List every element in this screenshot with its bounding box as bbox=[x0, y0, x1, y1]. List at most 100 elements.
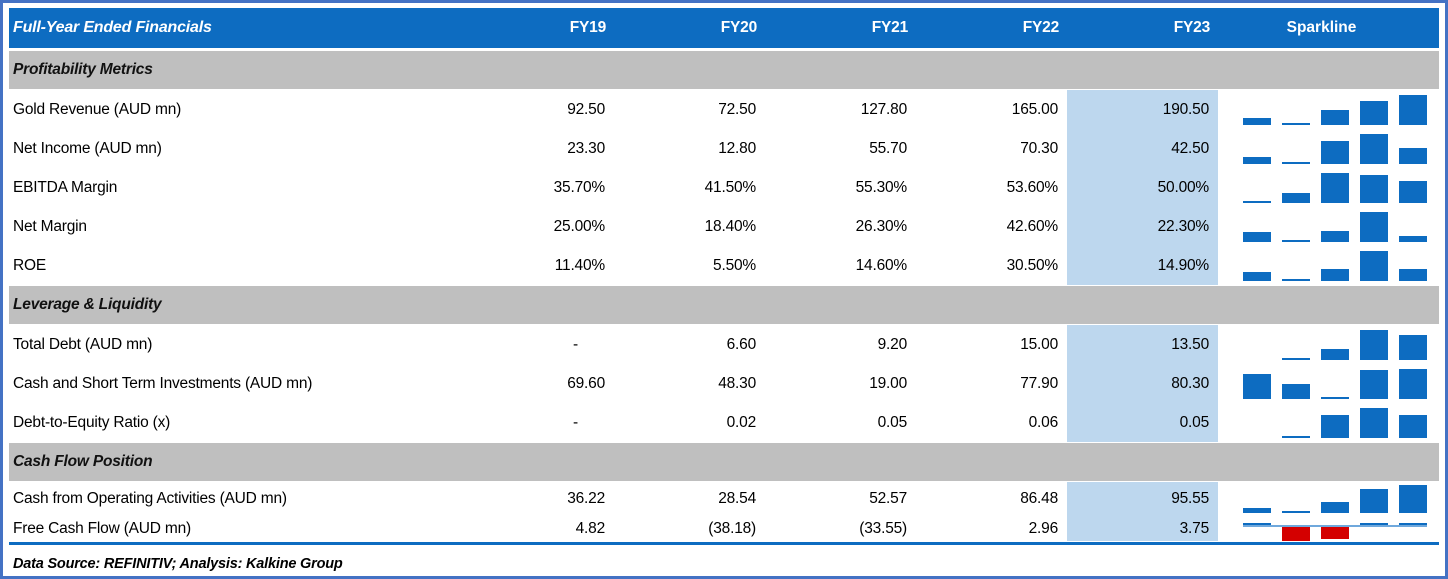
sparkline-bar bbox=[1321, 501, 1349, 513]
value-cell: 86.48 bbox=[1020, 490, 1058, 507]
sparkline-bar bbox=[1399, 415, 1427, 438]
row-label: Cash and Short Term Investments (AUD mn) bbox=[13, 374, 313, 392]
sparkline-slot bbox=[1399, 516, 1427, 541]
value-cell: 80.30 bbox=[1067, 364, 1218, 403]
sparkline-bar bbox=[1399, 268, 1427, 281]
value-cell: 41.50% bbox=[704, 178, 757, 196]
sparkline-bar bbox=[1321, 173, 1349, 203]
sparkline-bar bbox=[1282, 527, 1310, 541]
sparkline-slot bbox=[1282, 90, 1310, 129]
sparkline-slot bbox=[1399, 403, 1427, 442]
value-cell: 190.50 bbox=[1067, 90, 1218, 129]
sparkline-slot bbox=[1360, 364, 1388, 403]
sparkline-bar bbox=[1243, 272, 1271, 281]
sparkline-bar bbox=[1360, 101, 1388, 125]
value-cell: 35.70% bbox=[553, 178, 606, 196]
value-cell: 11.40% bbox=[554, 256, 605, 274]
value-cell: 165.00 bbox=[1011, 100, 1058, 118]
table-row: Cash from Operating Activities (AUD mn) 3… bbox=[9, 482, 1439, 516]
value-cell: 30.50% bbox=[1006, 256, 1059, 274]
row-label: Cash from Operating Activities (AUD mn) bbox=[13, 490, 287, 507]
sparkline-slot bbox=[1360, 246, 1388, 285]
table-row: EBITDA Margin 35.70% 41.50% 55.30% 53.60% 50.… bbox=[9, 168, 1439, 207]
value-cell: 92.50 bbox=[567, 100, 605, 118]
column-header-fy21: FY21 bbox=[871, 19, 908, 36]
sparkline-bar bbox=[1399, 369, 1427, 399]
data-source-note: Data Source: REFINITIV; Analysis: Kalkin… bbox=[13, 556, 343, 572]
value-cell: 95.55 bbox=[1067, 482, 1218, 516]
sparkline-slot bbox=[1282, 129, 1310, 168]
sparkline-cell bbox=[1218, 207, 1439, 246]
sparkline-bar bbox=[1360, 330, 1388, 360]
sparkline-bar bbox=[1321, 268, 1349, 281]
table-footer-row: Data Source: REFINITIV; Analysis: Kalkin… bbox=[9, 545, 1439, 576]
value-cell: 0.02 bbox=[726, 413, 757, 431]
sparkline-slot bbox=[1360, 129, 1388, 168]
row-label: Gold Revenue (AUD mn) bbox=[13, 100, 182, 118]
sparkline-bar bbox=[1321, 415, 1349, 438]
value-cell: 36.22 bbox=[567, 490, 605, 507]
sparkline-bar bbox=[1243, 232, 1271, 242]
sparkline-bar bbox=[1282, 436, 1310, 438]
column-header-fy23: FY23 bbox=[1173, 19, 1210, 36]
value-cell: 69.60 bbox=[567, 374, 605, 392]
sparkline-bar bbox=[1321, 109, 1349, 125]
sparkline-bar bbox=[1399, 485, 1427, 513]
sparkline-slot bbox=[1321, 168, 1349, 207]
sparkline-bar bbox=[1282, 511, 1310, 513]
sparkline-slot bbox=[1321, 90, 1349, 129]
sparkline-bar bbox=[1282, 240, 1310, 242]
sparkline-slot bbox=[1321, 207, 1349, 246]
sparkline-slot bbox=[1321, 325, 1349, 364]
sparkline-slot bbox=[1360, 403, 1388, 442]
sparkline-slot bbox=[1282, 246, 1310, 285]
sparkline-cell bbox=[1218, 90, 1439, 129]
sparkline-bar bbox=[1360, 134, 1388, 164]
sparkline-bar bbox=[1243, 201, 1271, 203]
value-cell: 0.05 bbox=[877, 413, 908, 431]
value-cell: 48.30 bbox=[718, 374, 756, 392]
sparkline-slot bbox=[1399, 207, 1427, 246]
row-label: Total Debt (AUD mn) bbox=[13, 335, 153, 353]
sparkline-slot bbox=[1321, 403, 1349, 442]
row-label: Net Income (AUD mn) bbox=[13, 139, 162, 157]
value-cell: 28.54 bbox=[718, 490, 756, 507]
column-header-fy20: FY20 bbox=[720, 19, 757, 36]
sparkline-bar bbox=[1321, 527, 1349, 540]
value-cell: 12.80 bbox=[718, 139, 756, 157]
sparkline-bar bbox=[1360, 212, 1388, 242]
column-header-fy19: FY19 bbox=[569, 19, 606, 36]
financials-table: Full-Year Ended Financials FY19 FY20 FY2… bbox=[9, 8, 1439, 576]
sparkline-bar bbox=[1243, 118, 1271, 125]
value-cell: 53.60% bbox=[1006, 178, 1059, 196]
sparkline-bar bbox=[1321, 141, 1349, 164]
column-header-fy22: FY22 bbox=[1022, 19, 1059, 36]
sparkline-slot bbox=[1321, 516, 1349, 541]
row-label: Debt-to-Equity Ratio (x) bbox=[13, 413, 171, 431]
value-cell: 2.96 bbox=[1028, 519, 1059, 537]
sparkline-bar bbox=[1321, 397, 1349, 399]
table-header-row: Full-Year Ended Financials FY19 FY20 FY2… bbox=[9, 8, 1439, 48]
sparkline-slot bbox=[1282, 516, 1310, 541]
value-cell: - bbox=[573, 413, 578, 431]
sparkline-bar bbox=[1360, 488, 1388, 513]
sparkline-cell bbox=[1218, 403, 1439, 442]
table-row: Free Cash Flow (AUD mn) 4.82 (38.18) (33.55… bbox=[9, 516, 1439, 541]
sparkline-slot bbox=[1399, 364, 1427, 403]
sparkline-slot bbox=[1243, 482, 1271, 516]
table-bottom-rule bbox=[9, 542, 1439, 545]
sparkline-bar bbox=[1360, 370, 1388, 399]
section-header-row: Leverage & Liquidity bbox=[9, 286, 1439, 324]
sparkline-bar bbox=[1243, 373, 1271, 399]
sparkline-slot bbox=[1243, 325, 1271, 364]
sparkline-bar bbox=[1360, 175, 1388, 203]
value-cell: 3.75 bbox=[1067, 516, 1218, 541]
sparkline-bar bbox=[1243, 508, 1271, 513]
sparkline-cell bbox=[1218, 482, 1439, 516]
sparkline-slot bbox=[1282, 403, 1310, 442]
sparkline-slot bbox=[1321, 364, 1349, 403]
sparkline-slot bbox=[1321, 246, 1349, 285]
value-cell: 19.00 bbox=[869, 374, 907, 392]
sparkline-cell bbox=[1218, 168, 1439, 207]
